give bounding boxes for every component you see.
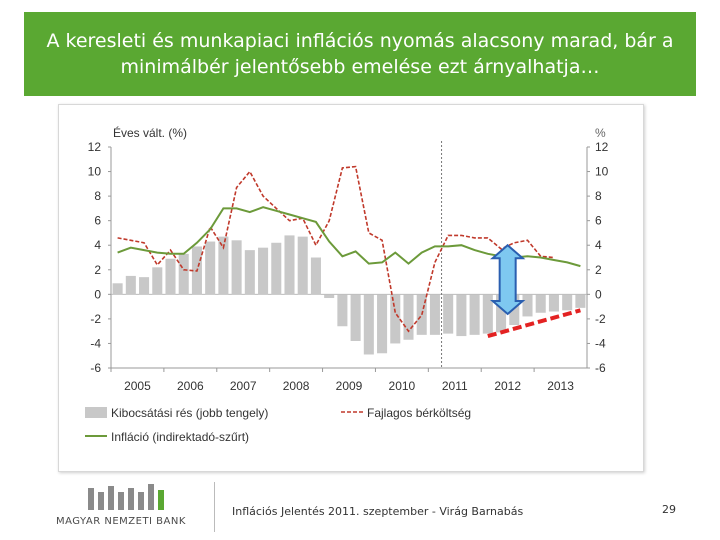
x-tick-label: 2012: [494, 379, 521, 393]
unit-labour-cost-line: [117, 165, 554, 333]
y-tick-label-right: 4: [595, 238, 602, 252]
y-tick-label: -4: [90, 336, 101, 350]
output-gap-bar: [522, 294, 533, 317]
footer-presentation-text: Inflációs Jelentés 2011. szeptember - Vi…: [232, 505, 524, 518]
output-gap-bar: [548, 294, 559, 312]
mnb-logo-bars: [88, 484, 164, 510]
chart-labels: 12 12 10 10 8 8 6 6 4 4 2 2 0 0 -2 -2 -4 -4 -6 -6 2005 2006 20…: [88, 125, 609, 393]
mnb-logo: MAGYAR NEMZETI BANK: [52, 478, 202, 536]
y-tick-label: 10: [88, 165, 102, 179]
x-tick-label: 2005: [124, 379, 151, 393]
x-tick-label: 2010: [389, 379, 416, 393]
output-gap-bar: [178, 253, 189, 295]
y-tick-label: 6: [94, 214, 101, 228]
output-gap-bar: [377, 294, 388, 354]
output-gap-bar: [152, 267, 163, 295]
legend-swatch-gap: [85, 407, 107, 418]
footer-divider: [214, 482, 215, 532]
output-gap-bar: [363, 294, 374, 355]
output-gap-bar: [350, 294, 361, 341]
mnb-logo-text: MAGYAR NEMZETI BANK: [56, 516, 186, 527]
y-axis-title-left: Éves vált. (%): [113, 125, 187, 140]
output-gap-bar: [390, 294, 401, 344]
output-gap-bar: [125, 275, 136, 295]
y-tick-label-right: -4: [595, 336, 606, 350]
y-tick-label: 8: [94, 189, 101, 203]
page-number: 29: [662, 503, 676, 516]
double-arrow-icon: [489, 243, 526, 316]
y-tick-label: 4: [94, 238, 101, 252]
output-gap-bar: [337, 294, 348, 327]
output-gap-bar: [284, 235, 295, 295]
output-gap-bar: [429, 294, 440, 335]
chart: 12 12 10 10 8 8 6 6 4 4 2 2 0 0 -2 -2 -4 -4 -6 -6 2005 2006 20…: [85, 125, 609, 444]
y-tick-label-right: 12: [595, 140, 609, 154]
output-gap-bar: [509, 294, 520, 326]
y-tick-label-right: 10: [595, 165, 609, 179]
x-tick-label: 2007: [230, 379, 257, 393]
output-gap-bar: [231, 240, 242, 295]
output-gap-bar: [403, 294, 414, 340]
output-gap-bars: [112, 235, 586, 355]
slide-title: A keresleti és munkapiaci inflációs nyom…: [46, 30, 674, 78]
output-gap-bar: [310, 257, 321, 295]
x-tick-label: 2011: [442, 379, 468, 393]
output-gap-bar: [165, 258, 176, 295]
y-tick-label-right: 0: [595, 287, 602, 301]
y-tick-label: 0: [94, 287, 101, 301]
slide-title-bar: A keresleti és munkapiaci inflációs nyom…: [24, 12, 696, 96]
legend-label-ulc: Fajlagos bérköltség: [367, 406, 471, 420]
y-tick-label: -2: [90, 312, 101, 326]
output-gap-bar: [271, 242, 282, 295]
x-tick-label: 2013: [547, 379, 574, 393]
output-gap-bar: [139, 277, 150, 295]
output-gap-bar: [562, 294, 573, 311]
legend-label-inflation: Infláció (indirektadó-szűrt): [111, 430, 249, 444]
x-tick-label: 2008: [283, 379, 310, 393]
output-gap-bar: [575, 294, 586, 308]
chart-legend: Kibocsátási rés (jobb tengely) Fajlagos b…: [85, 406, 471, 444]
output-gap-bar: [535, 294, 546, 313]
x-tick-label: 2009: [336, 379, 363, 393]
chart-frame: 12 12 10 10 8 8 6 6 4 4 2 2 0 0 -2 -2 -4 -4 -6 -6 2005 2006 20…: [58, 104, 644, 472]
y-tick-label: 2: [94, 263, 101, 277]
y-tick-label-right: -6: [595, 361, 606, 375]
output-gap-bar: [443, 294, 454, 334]
x-tick-label: 2006: [177, 379, 204, 393]
y-tick-label: -6: [90, 361, 101, 375]
output-gap-bar: [482, 294, 493, 334]
y-tick-label-right: 8: [595, 189, 602, 203]
output-gap-bar: [469, 294, 480, 335]
output-gap-bar: [112, 283, 123, 295]
output-gap-bar: [324, 294, 335, 299]
output-gap-bar: [218, 236, 229, 295]
y-tick-label-right: 6: [595, 214, 602, 228]
legend-label-gap: Kibocsátási rés (jobb tengely): [111, 406, 268, 420]
y-tick-label-right: -2: [595, 312, 606, 326]
y-tick-label-right: 2: [595, 263, 602, 277]
output-gap-bar: [456, 294, 467, 337]
output-gap-bar: [244, 250, 255, 295]
output-gap-bar: [297, 236, 308, 295]
chart-arrow-annotation: [489, 243, 526, 316]
output-gap-bar: [205, 241, 216, 295]
y-tick-label: 12: [88, 140, 102, 154]
output-gap-bar: [258, 247, 269, 295]
y-axis-title-right: %: [595, 126, 606, 140]
unit-labour-cost-forecast-line: [487, 308, 581, 339]
output-gap-bar: [496, 294, 507, 333]
